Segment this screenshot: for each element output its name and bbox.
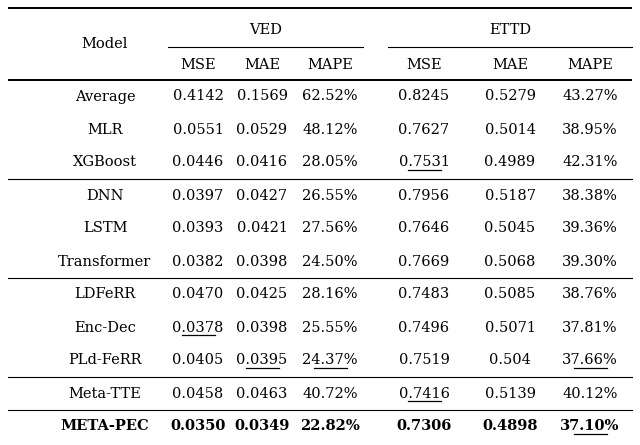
Text: 0.5071: 0.5071 bbox=[484, 320, 536, 335]
Text: LSTM: LSTM bbox=[83, 222, 127, 235]
Text: ETTD: ETTD bbox=[489, 23, 531, 37]
Text: 0.7519: 0.7519 bbox=[399, 353, 449, 368]
Text: 0.0458: 0.0458 bbox=[172, 387, 223, 400]
Text: 27.56%: 27.56% bbox=[302, 222, 358, 235]
Text: 0.4898: 0.4898 bbox=[483, 420, 538, 433]
Text: 22.82%: 22.82% bbox=[300, 420, 360, 433]
Text: 0.7531: 0.7531 bbox=[399, 155, 449, 170]
Text: 0.7483: 0.7483 bbox=[398, 287, 450, 302]
Text: 37.66%: 37.66% bbox=[562, 353, 618, 368]
Text: 42.31%: 42.31% bbox=[563, 155, 618, 170]
Text: 0.504: 0.504 bbox=[489, 353, 531, 368]
Text: DNN: DNN bbox=[86, 189, 124, 202]
Text: 48.12%: 48.12% bbox=[302, 122, 358, 137]
Text: 0.0395: 0.0395 bbox=[236, 353, 287, 368]
Text: 43.27%: 43.27% bbox=[563, 89, 618, 104]
Text: 0.5014: 0.5014 bbox=[484, 122, 536, 137]
Text: 40.12%: 40.12% bbox=[563, 387, 618, 400]
Text: MAE: MAE bbox=[244, 58, 280, 72]
Text: MLR: MLR bbox=[87, 122, 123, 137]
Text: 39.36%: 39.36% bbox=[562, 222, 618, 235]
Text: 0.0446: 0.0446 bbox=[172, 155, 223, 170]
Text: 0.0349: 0.0349 bbox=[234, 420, 290, 433]
Text: 38.38%: 38.38% bbox=[562, 189, 618, 202]
Text: 0.0393: 0.0393 bbox=[172, 222, 224, 235]
Text: 37.81%: 37.81% bbox=[563, 320, 618, 335]
Text: 0.0425: 0.0425 bbox=[236, 287, 287, 302]
Text: 28.05%: 28.05% bbox=[302, 155, 358, 170]
Text: 0.7646: 0.7646 bbox=[398, 222, 450, 235]
Text: XGBoost: XGBoost bbox=[73, 155, 137, 170]
Text: 0.5187: 0.5187 bbox=[484, 189, 536, 202]
Text: 0.7956: 0.7956 bbox=[399, 189, 449, 202]
Text: 0.0470: 0.0470 bbox=[172, 287, 223, 302]
Text: 0.0397: 0.0397 bbox=[172, 189, 223, 202]
Text: 0.0427: 0.0427 bbox=[236, 189, 287, 202]
Text: 0.0350: 0.0350 bbox=[170, 420, 226, 433]
Text: Model: Model bbox=[82, 37, 128, 51]
Text: 0.0551: 0.0551 bbox=[173, 122, 223, 137]
Text: 0.0378: 0.0378 bbox=[172, 320, 224, 335]
Text: PLd-FeRR: PLd-FeRR bbox=[68, 353, 141, 368]
Text: 28.16%: 28.16% bbox=[302, 287, 358, 302]
Text: 0.5045: 0.5045 bbox=[484, 222, 536, 235]
Text: 38.76%: 38.76% bbox=[562, 287, 618, 302]
Text: 62.52%: 62.52% bbox=[302, 89, 358, 104]
Text: 39.30%: 39.30% bbox=[562, 255, 618, 268]
Text: MAPE: MAPE bbox=[567, 58, 613, 72]
Text: 0.5085: 0.5085 bbox=[484, 287, 536, 302]
Text: MSE: MSE bbox=[180, 58, 216, 72]
Text: 0.4989: 0.4989 bbox=[484, 155, 536, 170]
Text: Average: Average bbox=[75, 89, 135, 104]
Text: 0.5279: 0.5279 bbox=[484, 89, 536, 104]
Text: 0.7306: 0.7306 bbox=[396, 420, 452, 433]
Text: 0.1569: 0.1569 bbox=[237, 89, 287, 104]
Text: 0.0382: 0.0382 bbox=[172, 255, 224, 268]
Text: 25.55%: 25.55% bbox=[302, 320, 358, 335]
Text: 24.50%: 24.50% bbox=[302, 255, 358, 268]
Text: MAPE: MAPE bbox=[307, 58, 353, 72]
Text: Meta-TTE: Meta-TTE bbox=[68, 387, 141, 400]
Text: 0.5068: 0.5068 bbox=[484, 255, 536, 268]
Text: 0.7416: 0.7416 bbox=[399, 387, 449, 400]
Text: 0.0405: 0.0405 bbox=[172, 353, 223, 368]
Text: 0.0398: 0.0398 bbox=[236, 255, 288, 268]
Text: Enc-Dec: Enc-Dec bbox=[74, 320, 136, 335]
Text: 26.55%: 26.55% bbox=[302, 189, 358, 202]
Text: MSE: MSE bbox=[406, 58, 442, 72]
Text: 0.0463: 0.0463 bbox=[236, 387, 288, 400]
Text: 0.7669: 0.7669 bbox=[398, 255, 450, 268]
Text: 37.10%: 37.10% bbox=[560, 420, 620, 433]
Text: META-PEC: META-PEC bbox=[61, 420, 149, 433]
Text: 0.0529: 0.0529 bbox=[236, 122, 287, 137]
Text: 40.72%: 40.72% bbox=[302, 387, 358, 400]
Text: 0.7496: 0.7496 bbox=[399, 320, 449, 335]
Text: 0.0416: 0.0416 bbox=[236, 155, 287, 170]
Text: 0.7627: 0.7627 bbox=[399, 122, 449, 137]
Text: 0.0421: 0.0421 bbox=[237, 222, 287, 235]
Text: VED: VED bbox=[249, 23, 282, 37]
Text: 24.37%: 24.37% bbox=[302, 353, 358, 368]
Text: 38.95%: 38.95% bbox=[562, 122, 618, 137]
Text: Transformer: Transformer bbox=[58, 255, 152, 268]
Text: MAE: MAE bbox=[492, 58, 528, 72]
Text: 0.4142: 0.4142 bbox=[173, 89, 223, 104]
Text: 0.8245: 0.8245 bbox=[399, 89, 449, 104]
Text: 0.0398: 0.0398 bbox=[236, 320, 288, 335]
Text: 0.5139: 0.5139 bbox=[484, 387, 536, 400]
Text: LDFeRR: LDFeRR bbox=[74, 287, 136, 302]
